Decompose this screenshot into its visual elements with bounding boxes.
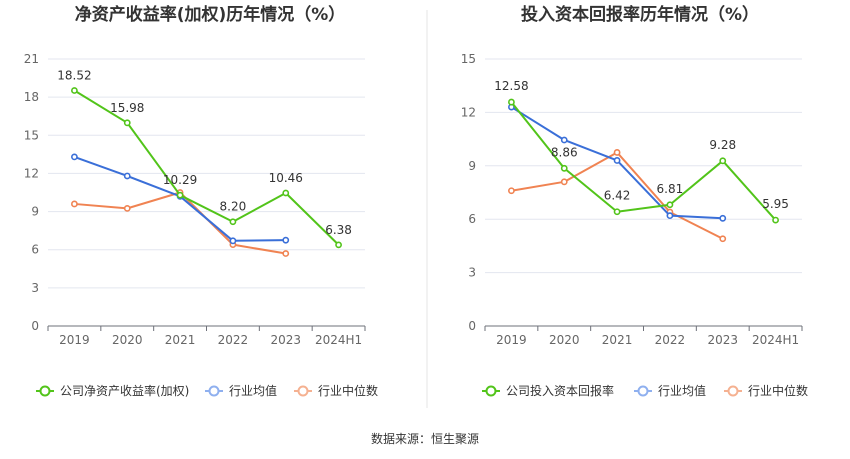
roic-data-label: 6.42 (604, 189, 631, 203)
roic-legend-item-company[interactable]: 公司投入资本回报率 (482, 383, 614, 398)
roic-y-tick-label: 0 (468, 319, 476, 333)
roic-y-tick-label: 3 (468, 266, 476, 280)
roe-legend-label: 行业中位数 (318, 383, 378, 398)
roic-y-tick-label: 6 (468, 212, 476, 226)
roic-avg-point (666, 212, 674, 220)
roe-legend-item-company[interactable]: 公司净资产收益率(加权) (36, 383, 189, 398)
roe-company-point (71, 87, 78, 94)
roe-avg-point (71, 153, 78, 161)
roe-data-label: 6.38 (325, 223, 352, 237)
roic-median-point (508, 187, 515, 195)
roe-data-label: 10.29 (163, 173, 197, 187)
roe-x-tick-label: 2022 (218, 333, 249, 347)
roic-legend-item-avg[interactable]: 行业均值 (634, 383, 706, 398)
roe-avg-point (229, 237, 237, 245)
roe-data-label: 18.52 (57, 69, 91, 83)
roic-data-label: 6.81 (657, 182, 684, 196)
roic-legend-item-median[interactable]: 行业中位数 (724, 383, 808, 398)
roe-chart-title: 净资产收益率(加权)历年情况（%） (75, 4, 346, 25)
roe-y-tick-label: 3 (31, 281, 39, 295)
roic-median-point (613, 149, 621, 156)
roe-x-tick-label: 2023 (270, 333, 301, 347)
roe-legend-item-median[interactable]: 行业中位数 (294, 383, 378, 398)
roe-y-tick-label: 9 (31, 205, 39, 219)
roic-data-label: 5.95 (762, 197, 789, 211)
data-source: 数据来源：恒生聚源 (371, 431, 479, 446)
roe-median-point (71, 200, 78, 208)
roe-avg-point (282, 236, 290, 244)
roic-legend-label: 公司投入资本回报率 (506, 383, 614, 398)
roic-legend-swatch-marker (637, 385, 649, 397)
roic-legend-label: 行业中位数 (748, 383, 808, 398)
roic-company-point (666, 201, 674, 209)
roe-y-tick-label: 0 (31, 319, 39, 333)
roe-y-tick-label: 6 (31, 243, 39, 257)
roic-company-point (508, 98, 515, 106)
roe-company-point (335, 241, 342, 249)
roic-company-point (772, 216, 779, 224)
roe-y-tick-label: 18 (24, 90, 39, 104)
roe-median-point (123, 204, 131, 212)
roe-legend-label: 行业均值 (229, 383, 277, 398)
roe-y-tick-label: 12 (24, 166, 39, 180)
roe-avg-point (123, 172, 131, 180)
roe-legend-item-avg[interactable]: 行业均值 (205, 383, 277, 398)
roic-y-tick-label: 15 (461, 52, 476, 66)
roic-avg-point (613, 157, 621, 164)
roic-chart-title: 投入资本回报率历年情况（%） (521, 4, 759, 25)
roe-y-tick-label: 21 (24, 52, 39, 66)
roe-data-label: 15.98 (110, 101, 144, 115)
roic-data-label: 9.28 (709, 138, 736, 152)
roic-company-point (560, 164, 568, 172)
roic-legend-label: 行业均值 (658, 383, 706, 398)
roic-avg-point (560, 136, 568, 144)
roe-data-label: 8.20 (220, 200, 247, 214)
roe-x-tick-label: 2020 (112, 333, 143, 347)
roe-company-line (73, 89, 340, 246)
roe-legend-label: 公司净资产收益率(加权) (60, 383, 189, 398)
roic-data-label: 12.58 (494, 79, 528, 93)
roe-chart-panel: 净资产收益率(加权)历年情况（%） 0 3 6 9 12 15 18 21 2019 2020 20… (24, 4, 378, 398)
roic-y-tick-label: 9 (468, 159, 476, 173)
roe-legend-swatch-marker (208, 385, 220, 397)
roe-legend-swatch-marker (297, 385, 309, 397)
roe-x-tick-label: 2021 (165, 333, 196, 347)
roic-x-tick-label: 2023 (707, 333, 738, 347)
roe-company-point (176, 191, 184, 199)
roe-x-tick-label: 2024H1 (315, 333, 362, 347)
roic-y-tick-label: 12 (461, 105, 476, 119)
roe-company-point (123, 119, 131, 127)
roic-median-point (560, 178, 568, 186)
roic-chart-panel: 投入资本回报率历年情况（%） 0 3 6 9 12 15 2019 2020 2021 2022 2… (461, 4, 808, 398)
roe-median-point (282, 250, 290, 257)
roe-company-point (282, 189, 290, 197)
roe-median-line (74, 191, 286, 255)
roic-data-label: 8.86 (551, 145, 578, 159)
roic-company-point (613, 208, 621, 216)
roe-company-point (229, 218, 237, 226)
roic-x-tick-label: 2022 (655, 333, 686, 347)
roe-legend-swatch-marker (39, 385, 51, 397)
roic-median-point (719, 235, 727, 243)
roic-x-tick-label: 2020 (549, 333, 580, 347)
roic-x-tick-label: 2019 (496, 333, 527, 347)
roic-legend-swatch-marker (727, 385, 739, 397)
roe-y-tick-label: 15 (24, 128, 39, 142)
roic-legend-swatch-marker (485, 385, 497, 397)
roic-x-tick-label: 2021 (602, 333, 633, 347)
roic-company-point (719, 157, 727, 165)
roic-x-tick-label: 2024H1 (752, 333, 799, 347)
roe-x-tick-label: 2019 (59, 333, 90, 347)
roe-data-label: 10.46 (269, 171, 303, 185)
roic-company-line (510, 101, 777, 221)
roic-avg-point (719, 214, 727, 222)
